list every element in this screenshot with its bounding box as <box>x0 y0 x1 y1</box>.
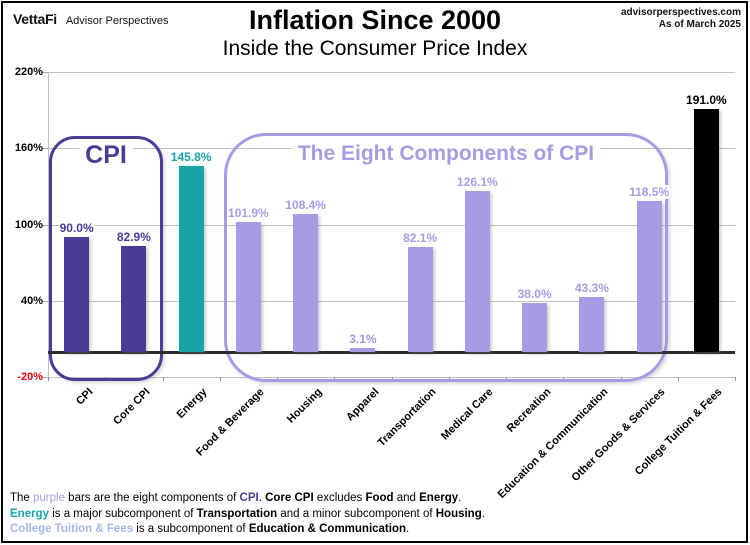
x-axis-label: Other Goods & Services <box>569 386 668 484</box>
y-tick-mark <box>41 72 48 73</box>
footnote-block: The purple bars are the eight components… <box>10 491 485 538</box>
bar-transportation <box>407 247 433 352</box>
x-axis-label: Housing <box>284 386 325 426</box>
x-axis-label: Transportation <box>375 386 439 449</box>
title-block: Inflation Since 2000 Inside the Consumer… <box>0 5 750 61</box>
bar-education-communication <box>579 296 605 352</box>
bar-other-goods-services <box>636 200 662 352</box>
bar-medical-care <box>464 191 490 352</box>
y-axis-tick-label: 100% <box>14 218 43 231</box>
y-tick-mark <box>41 377 48 378</box>
x-axis-label: Apparel <box>343 386 382 424</box>
x-axis-label: College Tuition & Fees <box>633 386 725 478</box>
gridline <box>48 72 735 73</box>
x-tick-mark <box>162 377 164 381</box>
x-axis-label: Food & Beverage <box>194 386 267 459</box>
y-axis-tick-label: 40% <box>20 294 43 307</box>
brand-subtitle: Advisor Perspectives <box>65 15 169 27</box>
bar-energy <box>178 166 204 352</box>
bar-cpi <box>64 237 90 352</box>
bar-value-label: 126.1% <box>456 175 499 190</box>
bar-college-tuition-fees <box>693 108 719 352</box>
bar-value-label: 145.8% <box>169 150 213 165</box>
brand-name: VettaFi <box>13 11 57 27</box>
y-axis-tick-label: -20% <box>17 371 43 383</box>
chart-title: Inflation Since 2000 <box>248 5 502 35</box>
bar-apparel <box>350 347 376 352</box>
x-axis-label: Energy <box>174 386 210 421</box>
bar-value-label: 191.0% <box>685 92 728 107</box>
y-axis-tick-label: 220% <box>14 66 43 78</box>
bar-value-label: 82.1% <box>402 231 439 246</box>
footnote-line: Energy is a major subcomponent of Transp… <box>10 507 485 520</box>
x-tick-mark <box>48 377 49 381</box>
bar-value-label: 108.4% <box>284 197 327 212</box>
bar-value-label: 38.0% <box>516 287 553 302</box>
annotation-box-components <box>224 133 668 382</box>
x-tick-mark <box>219 377 221 381</box>
bar-value-label: 43.3% <box>573 280 610 295</box>
y-tick-mark <box>41 300 48 302</box>
bar-value-label: 82.9% <box>115 230 152 245</box>
x-tick-mark <box>677 377 679 381</box>
annotation-box-cpi <box>49 136 163 381</box>
x-tick-mark <box>735 377 736 381</box>
x-axis-label: Core CPI <box>111 386 153 428</box>
x-axis-label: Recreation <box>504 386 554 435</box>
bar-value-label: 3.1% <box>348 331 378 346</box>
zero-baseline <box>48 350 735 354</box>
annotation-label-components: The Eight Components of CPI <box>224 142 668 166</box>
footnote-line: College Tuition & Fees is a subcomponent… <box>10 523 410 535</box>
bar-core-cpi <box>121 246 147 352</box>
annotation-label-cpi: CPI <box>49 141 163 170</box>
y-tick-mark <box>41 148 48 150</box>
source-attribution: advisorperspectives.com As of March 2025 <box>621 7 741 31</box>
x-axis-label: Education & Communication <box>495 386 611 501</box>
bar-housing <box>293 213 319 352</box>
bar-food-beverage <box>235 222 261 352</box>
source-date: As of March 2025 <box>658 19 741 30</box>
bar-value-label: 118.5% <box>628 184 671 199</box>
bar-value-label: 90.0% <box>58 221 95 236</box>
x-axis-label: Medical Care <box>439 386 496 443</box>
gridline <box>48 300 735 302</box>
y-tick-mark <box>41 224 48 226</box>
gridline <box>48 224 735 226</box>
bar-recreation <box>522 303 548 352</box>
y-axis-tick-label: 160% <box>14 142 43 155</box>
footnote-line: The purple bars are the eight components… <box>10 492 462 504</box>
y-axis-line <box>48 72 49 377</box>
bar-value-label: 101.9% <box>227 206 270 221</box>
source-url: advisorperspectives.com <box>620 7 741 18</box>
brand-logo: VettaFi Advisor Perspectives <box>13 11 169 29</box>
chart-subtitle: Inside the Consumer Price Index <box>222 37 528 60</box>
